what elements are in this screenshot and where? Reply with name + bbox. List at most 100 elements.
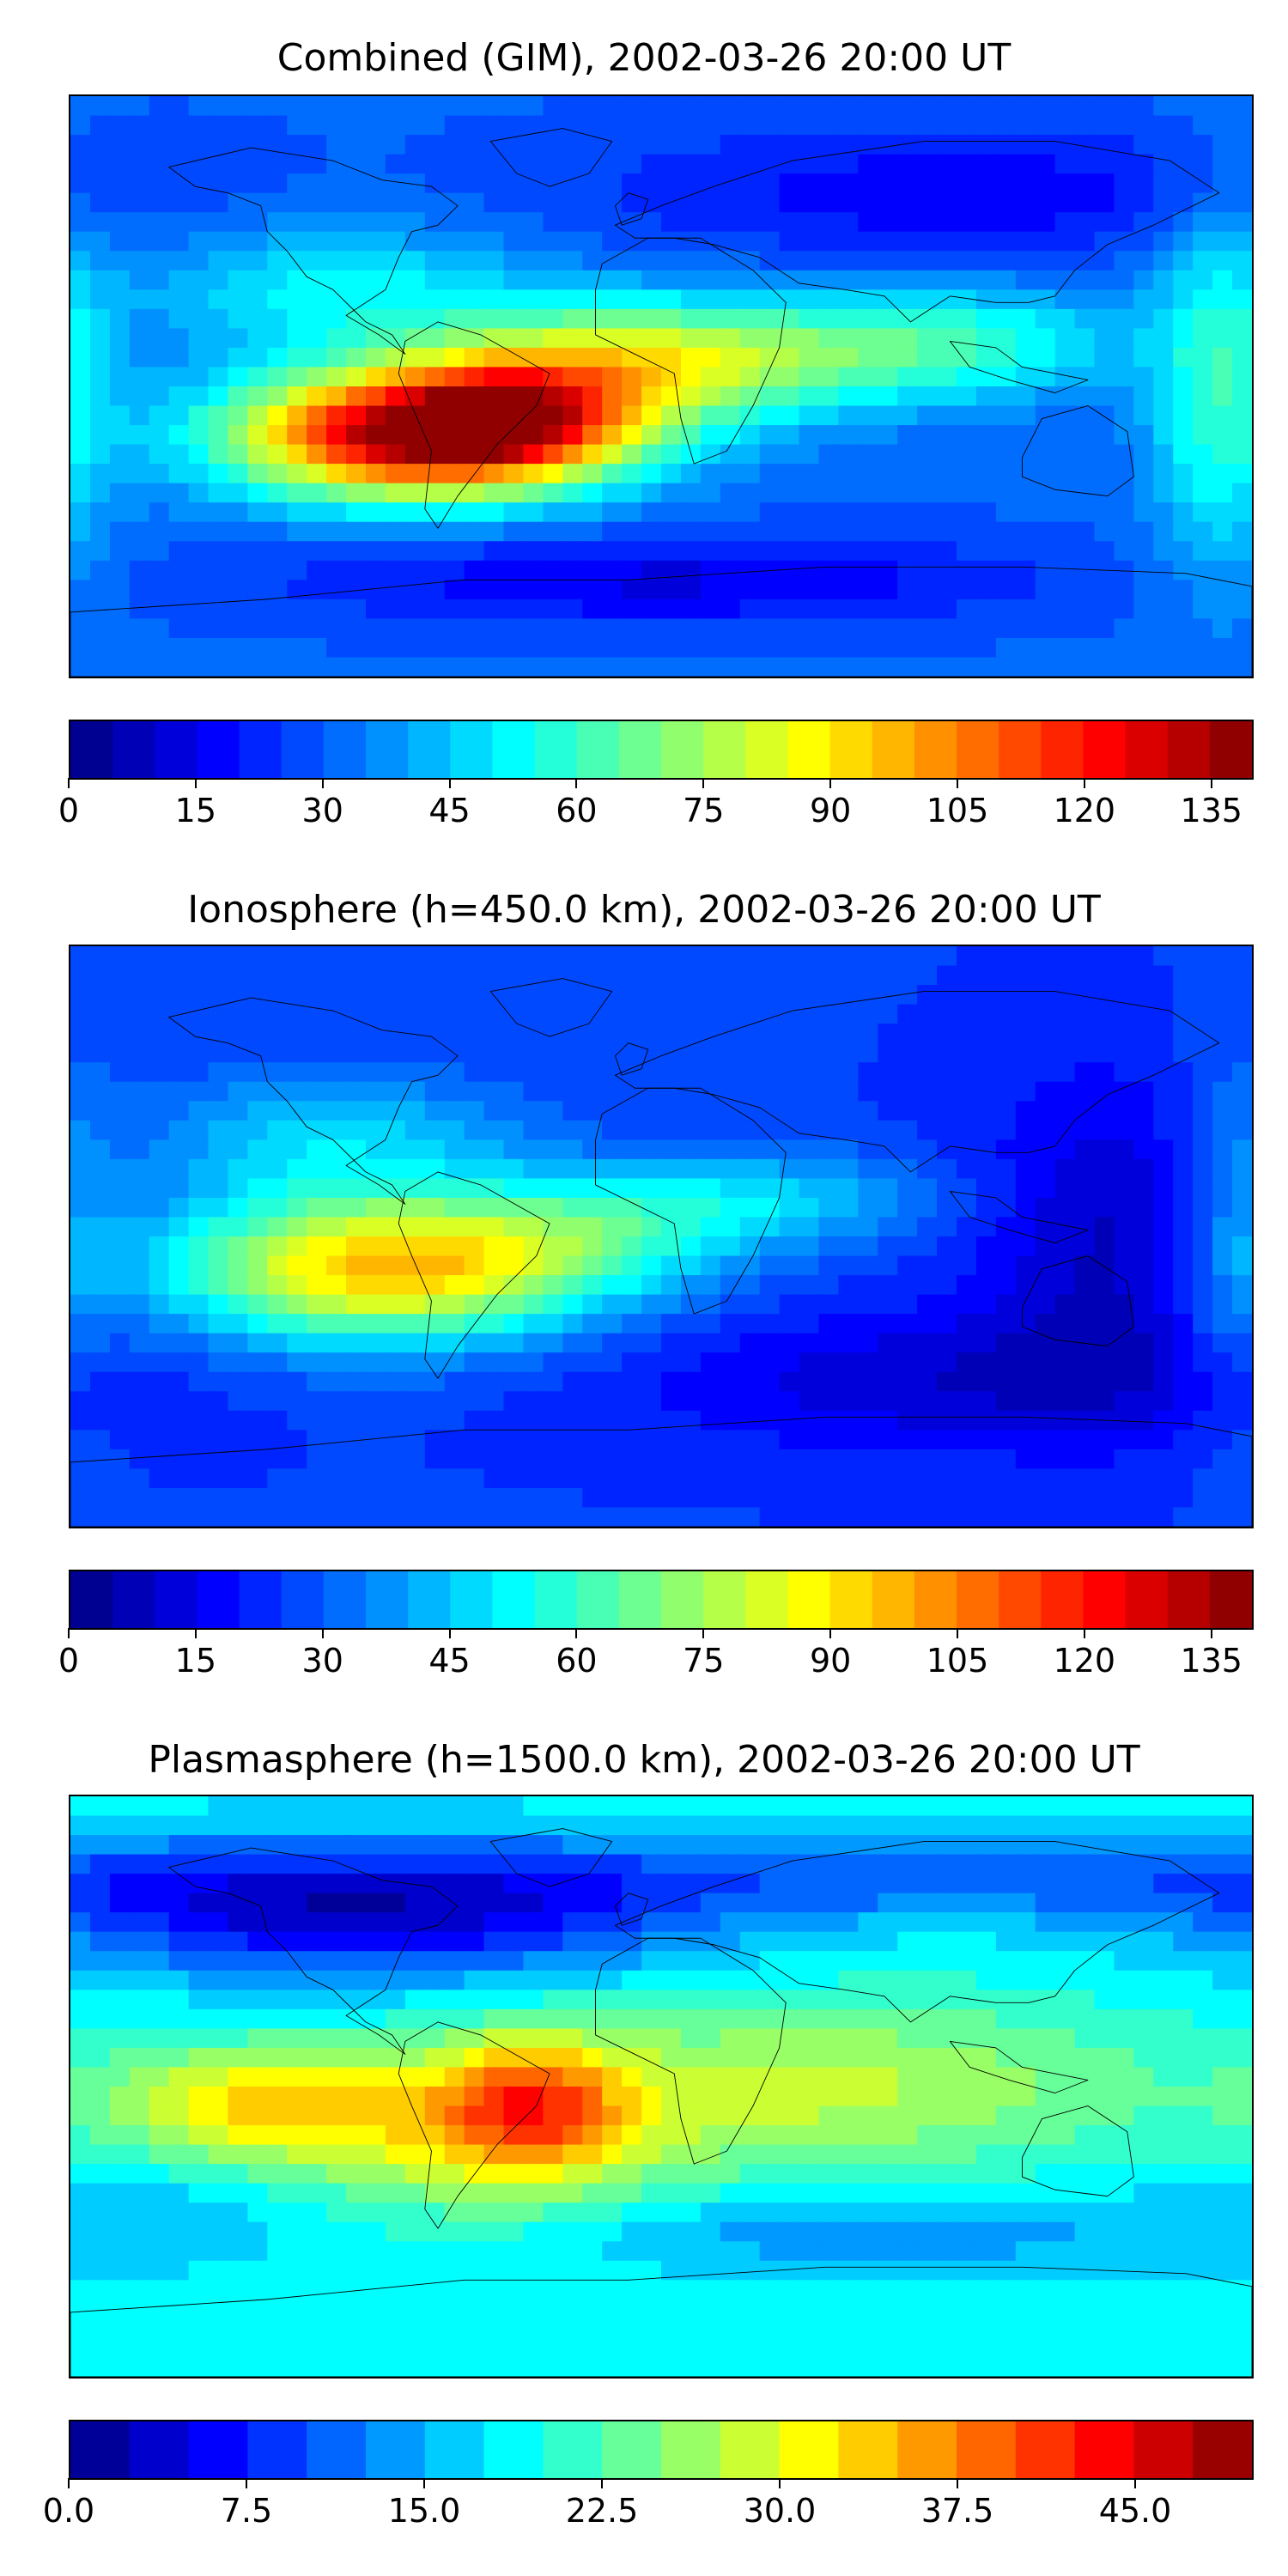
map-cell xyxy=(543,580,564,600)
map-cell xyxy=(503,2164,525,2184)
map-cell xyxy=(385,1139,407,1160)
map-cell xyxy=(818,1970,840,1991)
map-cell xyxy=(661,1371,683,1393)
map-cell xyxy=(483,135,505,155)
map-cell xyxy=(307,1487,328,1509)
map-cell xyxy=(700,580,721,600)
map-cell xyxy=(937,1042,958,1064)
map-cell xyxy=(995,2144,1017,2166)
map-cell xyxy=(366,637,387,659)
map-cell xyxy=(858,270,879,291)
map-cell xyxy=(957,2047,978,2069)
map-cell xyxy=(838,154,860,175)
map-cell xyxy=(700,1931,721,1953)
map-cell xyxy=(1212,1101,1234,1121)
map-cell xyxy=(1114,965,1135,987)
map-cell xyxy=(720,985,741,1005)
map-cell xyxy=(287,405,308,427)
map-cell xyxy=(1193,2047,1214,2069)
map-cell xyxy=(287,115,308,137)
map-cell xyxy=(188,1275,210,1296)
map-cell xyxy=(937,251,958,271)
map-cell xyxy=(424,135,446,155)
map-cell xyxy=(858,1854,879,1875)
map-cell xyxy=(247,231,269,252)
map-cell xyxy=(799,251,820,271)
map-cell xyxy=(523,405,544,427)
map-cell xyxy=(897,1004,919,1025)
map-cell xyxy=(1094,1120,1115,1141)
map-cell xyxy=(937,2047,958,2069)
map-cell xyxy=(1153,425,1175,446)
map-cell xyxy=(1015,1217,1036,1238)
map-cell xyxy=(404,598,426,620)
map-cell xyxy=(1035,2144,1056,2166)
map-cell xyxy=(228,2105,249,2127)
map-cell xyxy=(424,946,446,967)
map-cell xyxy=(661,483,683,504)
map-cell xyxy=(937,1507,958,1527)
map-cell xyxy=(779,1101,800,1121)
map-cell xyxy=(661,1912,683,1933)
map-cell xyxy=(168,1333,190,1354)
map-cell xyxy=(957,541,978,562)
map-cell xyxy=(346,1275,368,1296)
map-cell xyxy=(739,1487,761,1509)
map-cell xyxy=(109,1854,131,1875)
map-cell xyxy=(759,1990,781,2010)
map-cell xyxy=(917,386,939,407)
map-cell xyxy=(287,521,308,543)
map-cell xyxy=(995,521,1017,543)
colorbar-swatch xyxy=(576,721,620,778)
map-cell xyxy=(523,502,544,523)
map-cell xyxy=(799,1352,820,1373)
map-cell xyxy=(1153,1951,1175,1971)
coastline xyxy=(596,238,787,464)
map-cell xyxy=(937,657,958,677)
map-cell xyxy=(109,1468,131,1490)
map-cell xyxy=(483,1275,505,1296)
map-cell xyxy=(464,1081,485,1103)
map-cell xyxy=(957,560,978,581)
map-cell xyxy=(464,1468,485,1490)
map-cell xyxy=(602,502,623,523)
map-cell xyxy=(1035,154,1056,175)
map-cell xyxy=(247,1893,269,1914)
map-cell xyxy=(1153,289,1175,310)
map-cell xyxy=(700,1835,721,1856)
map-cell xyxy=(1054,1275,1076,1296)
map-cell xyxy=(1114,425,1135,446)
map-cell xyxy=(444,1197,465,1218)
map-cell xyxy=(700,464,721,484)
map-cell xyxy=(424,1217,446,1238)
map-cell xyxy=(385,502,407,523)
map-cell xyxy=(897,1796,919,1817)
map-cell xyxy=(543,2028,564,2050)
map-cell xyxy=(188,347,210,368)
map-cell xyxy=(897,1815,919,1837)
map-cell xyxy=(1094,2164,1115,2184)
map-cell xyxy=(622,598,643,620)
map-cell xyxy=(109,96,131,117)
map-cell xyxy=(543,96,564,117)
map-cell xyxy=(1074,135,1096,155)
map-cell xyxy=(1015,1062,1036,1083)
map-cell xyxy=(562,173,584,194)
map-cell xyxy=(995,1004,1017,1025)
map-cell xyxy=(129,1024,150,1044)
map-cell xyxy=(799,1874,820,1894)
map-cell xyxy=(129,192,150,214)
map-cell xyxy=(129,1139,150,1160)
map-cell xyxy=(1173,1874,1194,1894)
map-cell xyxy=(1173,541,1194,562)
map-cell xyxy=(739,1854,761,1875)
map-cell xyxy=(326,2105,348,2127)
map-cell xyxy=(818,946,840,967)
map-cell xyxy=(641,1081,663,1103)
map-cell xyxy=(89,502,112,523)
map-cell xyxy=(897,985,919,1005)
map-cell xyxy=(1193,2125,1214,2146)
map-cell xyxy=(1015,2144,1036,2166)
map-cell xyxy=(444,1352,465,1373)
map-cell xyxy=(799,135,820,155)
